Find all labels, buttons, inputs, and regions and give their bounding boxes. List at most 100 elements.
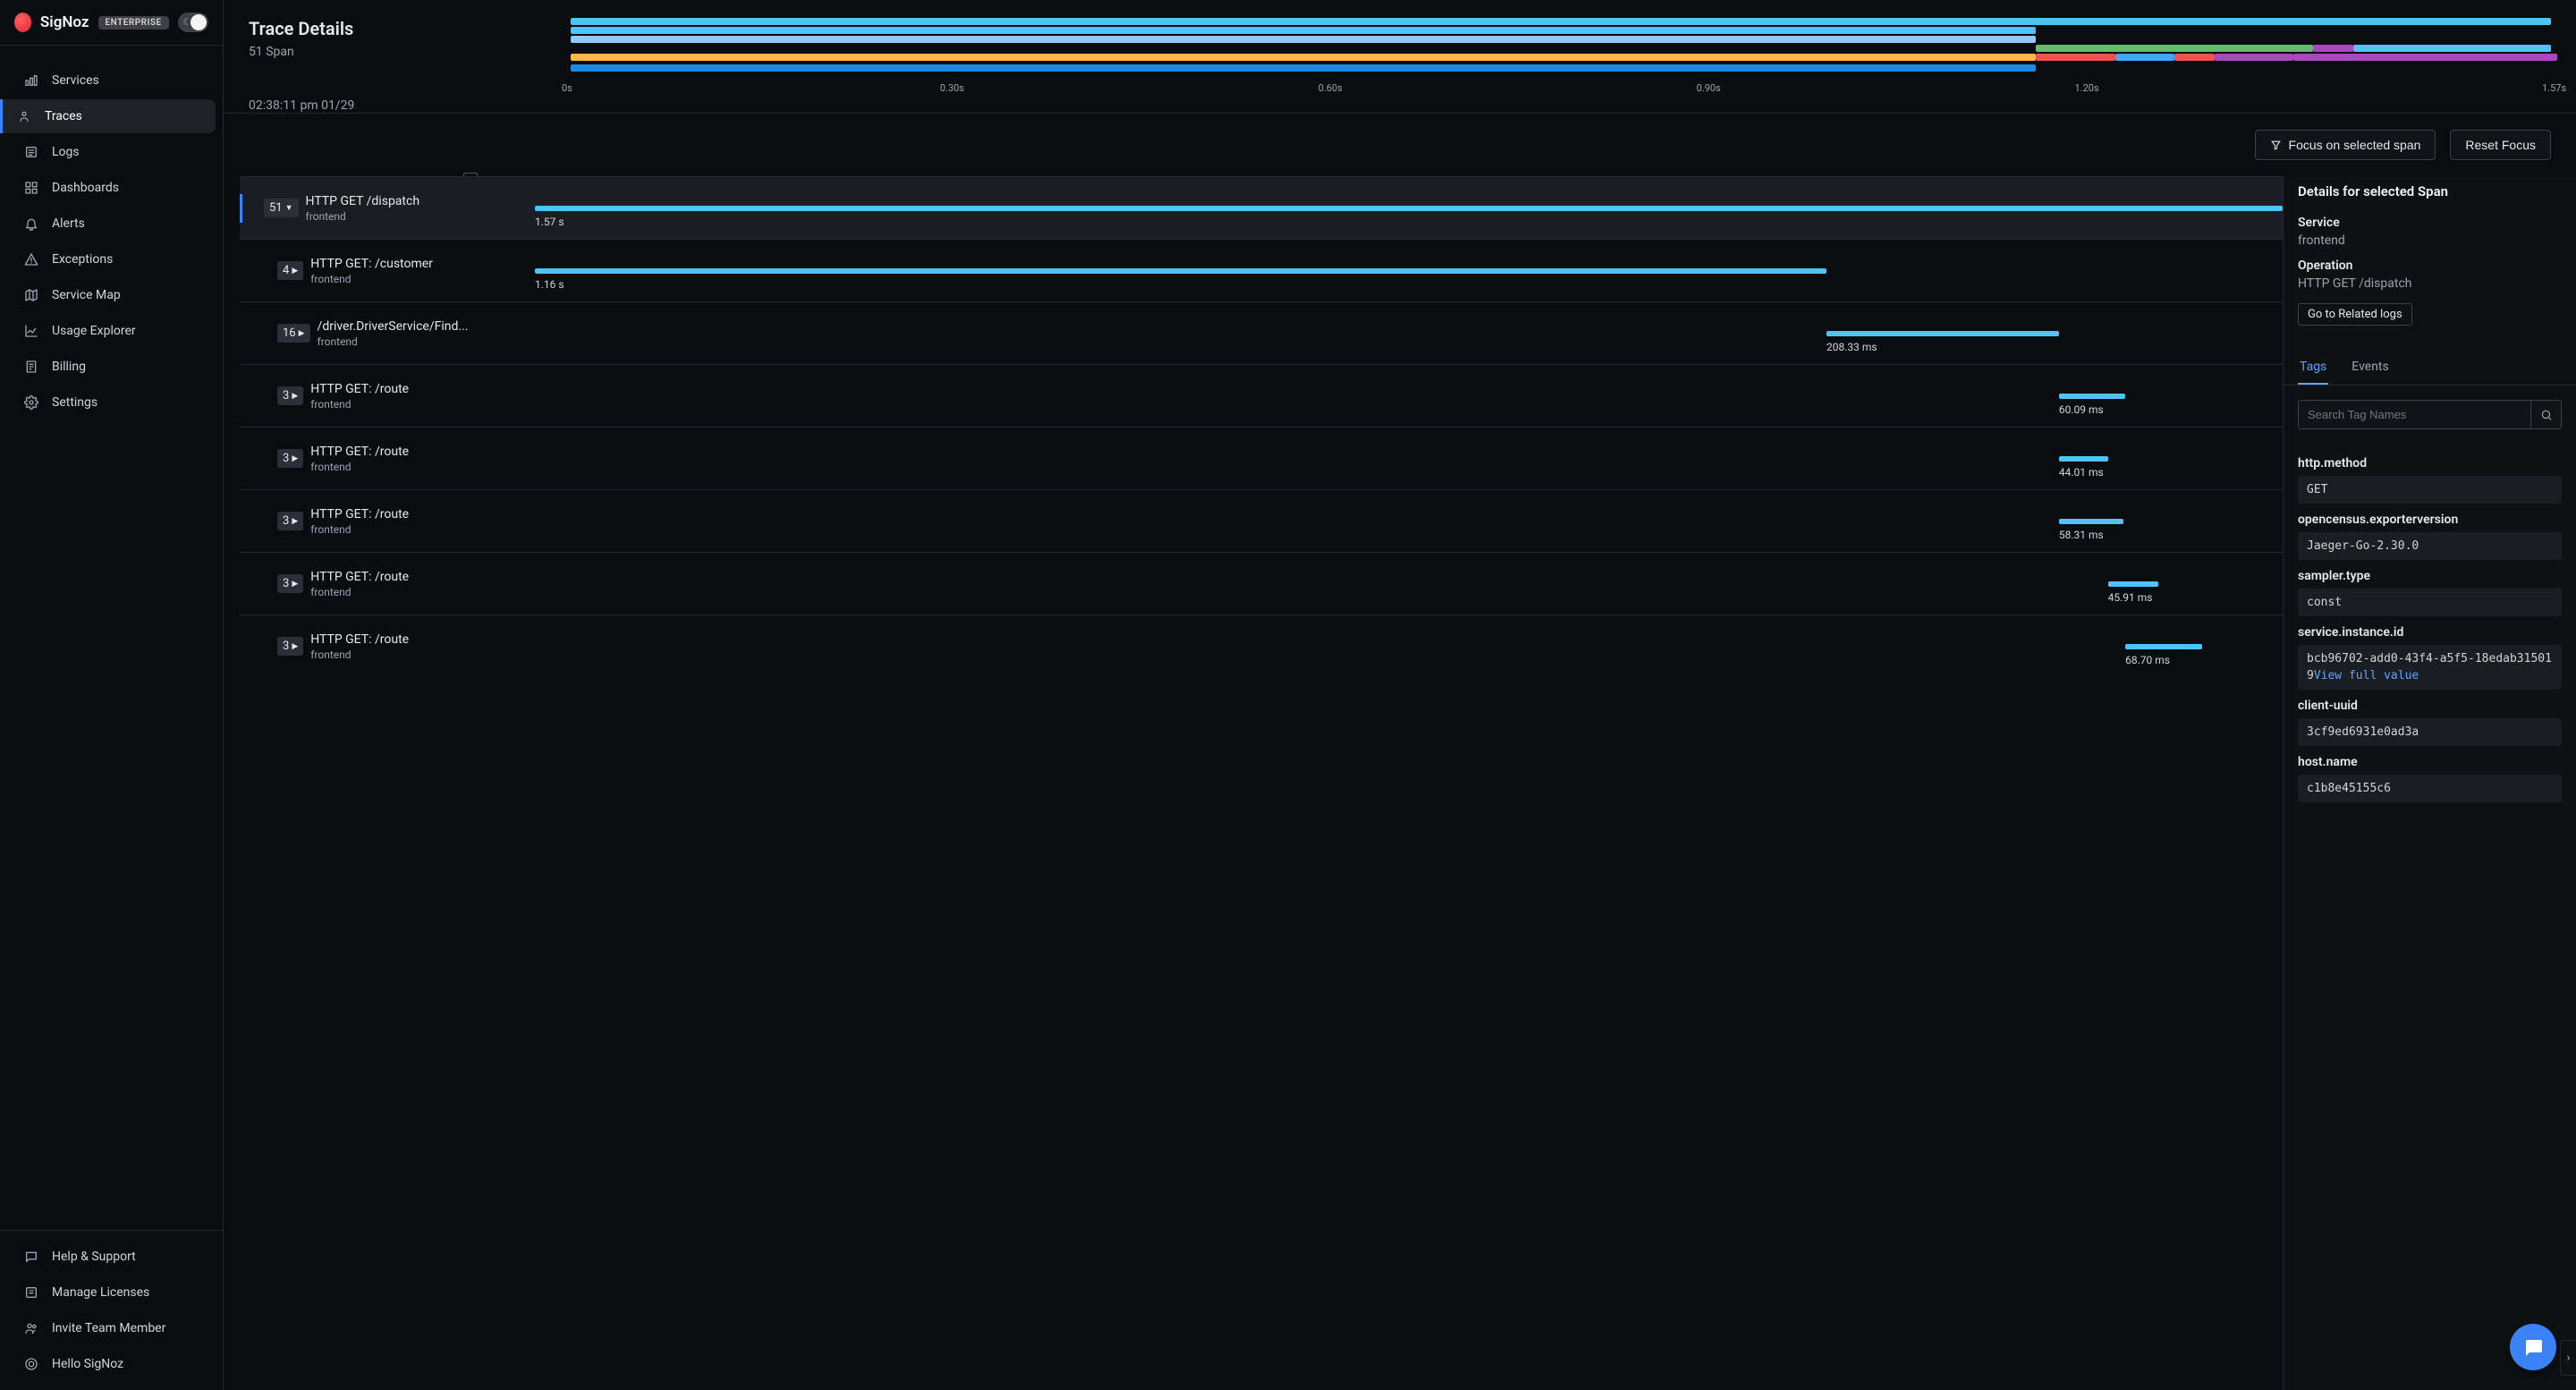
span-expand-toggle[interactable]: 3 ▶ — [277, 637, 303, 656]
reset-focus-button[interactable]: Reset Focus — [2450, 130, 2551, 160]
tab-tags[interactable]: Tags — [2298, 351, 2328, 385]
span-row[interactable]: 51 ▼ HTTP GET /dispatch frontend 1.57 s — [240, 176, 2283, 239]
span-bar — [2125, 644, 2202, 649]
chevron-right-icon: ▶ — [292, 392, 298, 401]
sidebar-item-alerts[interactable]: Alerts — [7, 207, 216, 241]
focus-selected-button[interactable]: Focus on selected span — [2255, 130, 2436, 160]
sidebar-item-dashboards[interactable]: Dashboards — [7, 171, 216, 205]
span-row-left: 3 ▶ HTTP GET: /route frontend — [240, 507, 535, 536]
search-icon — [2540, 409, 2553, 421]
trace-timestamp: 02:38:11 pm 01/29 — [249, 98, 571, 113]
tag-search — [2298, 400, 2562, 429]
span-bar — [2059, 456, 2108, 462]
span-name: HTTP GET: /route — [310, 445, 409, 459]
span-expand-toggle[interactable]: 3 ▶ — [277, 449, 303, 468]
span-expand-toggle[interactable]: 51 ▼ — [264, 199, 299, 217]
span-tree[interactable]: 51 ▼ HTTP GET /dispatch frontend 1.57 s … — [224, 176, 2283, 1390]
span-row[interactable]: 3 ▶ HTTP GET: /route frontend 58.31 ms — [240, 489, 2283, 552]
span-name: HTTP GET: /route — [310, 632, 409, 647]
span-service: frontend — [310, 523, 409, 536]
related-logs-link[interactable]: Go to Related logs — [2298, 303, 2412, 326]
sidebar-item-help[interactable]: Help & Support — [7, 1240, 216, 1274]
span-labels: HTTP GET /dispatch frontend — [306, 194, 420, 223]
span-row[interactable]: 3 ▶ HTTP GET: /route frontend 68.70 ms — [240, 614, 2283, 677]
sidebar-item-exceptions[interactable]: Exceptions — [7, 242, 216, 276]
chat-icon — [23, 1249, 39, 1265]
axis-tick: 1.57s — [2542, 82, 2566, 94]
enterprise-badge: ENTERPRISE — [98, 16, 169, 30]
span-timeline: 208.33 ms — [535, 302, 2283, 364]
map-icon — [23, 287, 39, 303]
sidebar-footer: Help & Support Manage Licenses Invite Team… — [0, 1230, 223, 1390]
span-row[interactable]: 3 ▶ HTTP GET: /route frontend 60.09 ms — [240, 364, 2283, 427]
chevron-right-icon: ▶ — [292, 580, 298, 589]
receipt-icon — [23, 359, 39, 375]
span-row[interactable]: 16 ▶ /driver.DriverService/Find... front… — [240, 301, 2283, 364]
chart-line-icon — [23, 323, 39, 339]
tag-list: http.methodGETopencensus.exporterversion… — [2284, 444, 2576, 815]
minimap[interactable] — [571, 18, 2551, 79]
collapse-panel-button[interactable]: › — [2560, 1340, 2576, 1376]
sidebar-item-invite[interactable]: Invite Team Member — [7, 1311, 216, 1345]
moon-icon: ☾ — [183, 16, 192, 28]
span-duration: 1.57 s — [535, 216, 564, 228]
sidebar-item-settings[interactable]: Settings — [7, 386, 216, 420]
view-full-value-link[interactable]: View full value — [2314, 669, 2419, 682]
span-row-left: 3 ▶ HTTP GET: /route frontend — [240, 445, 535, 473]
minimap-bar — [2036, 45, 2313, 52]
page-title: Trace Details — [249, 18, 571, 39]
span-expand-toggle[interactable]: 3 ▶ — [277, 574, 303, 593]
span-service: frontend — [310, 586, 409, 598]
sidebar-item-logs[interactable]: Logs — [7, 135, 216, 169]
minimap-bar — [2313, 45, 2352, 52]
tag-search-button[interactable] — [2531, 400, 2562, 429]
span-duration: 68.70 ms — [2125, 654, 2170, 666]
span-expand-toggle[interactable]: 16 ▶ — [277, 324, 310, 343]
span-row[interactable]: 3 ▶ HTTP GET: /route frontend 45.91 ms — [240, 552, 2283, 614]
bar-chart-icon — [23, 72, 39, 89]
minimap-bar — [571, 27, 2036, 34]
sidebar-item-usage-explorer[interactable]: Usage Explorer — [7, 314, 216, 348]
chat-fab[interactable] — [2510, 1324, 2556, 1370]
tag-value: GET — [2298, 476, 2562, 504]
span-row[interactable]: 3 ▶ HTTP GET: /route frontend 44.01 ms — [240, 427, 2283, 489]
minimap-bar — [571, 36, 2036, 43]
sidebar-item-label: Billing — [52, 360, 86, 374]
span-row-left: 4 ▶ HTTP GET: /customer frontend — [240, 257, 535, 285]
span-expand-toggle[interactable]: 3 ▶ — [277, 386, 303, 405]
sidebar-nav: ServicesTracesLogsDashboardsAlerts Except… — [0, 46, 223, 1230]
gear-icon — [23, 394, 39, 411]
span-name: HTTP GET: /customer — [310, 257, 433, 271]
license-icon — [23, 1284, 39, 1301]
span-timeline: 1.57 s — [535, 177, 2283, 239]
tag-key: host.name — [2298, 755, 2562, 769]
minimap-bar — [571, 54, 2036, 61]
sidebar-item-traces[interactable]: Traces — [0, 99, 216, 133]
tag-key: service.instance.id — [2298, 625, 2562, 640]
span-labels: HTTP GET: /route frontend — [310, 382, 409, 411]
sidebar-item-label: Exceptions — [52, 252, 113, 267]
sidebar-item-label: Manage Licenses — [52, 1285, 149, 1300]
axis-tick: 0.30s — [940, 82, 964, 94]
minimap-bar — [2115, 54, 2174, 61]
sidebar-item-licenses[interactable]: Manage Licenses — [7, 1276, 216, 1309]
bell-icon — [23, 216, 39, 232]
tab-events[interactable]: Events — [2350, 351, 2390, 385]
wave-icon — [23, 1356, 39, 1372]
span-timeline: 58.31 ms — [535, 490, 2283, 552]
span-child-count: 3 — [283, 389, 289, 403]
span-expand-toggle[interactable]: 4 ▶ — [277, 261, 303, 280]
span-expand-toggle[interactable]: 3 ▶ — [277, 512, 303, 530]
span-name: HTTP GET /dispatch — [306, 194, 420, 208]
span-row-left: 3 ▶ HTTP GET: /route frontend — [240, 632, 535, 661]
sidebar-item-label: Settings — [52, 395, 97, 410]
span-row[interactable]: 4 ▶ HTTP GET: /customer frontend 1.16 s — [240, 239, 2283, 301]
sidebar-item-label: Service Map — [52, 288, 121, 302]
theme-toggle[interactable]: ☾ — [178, 13, 208, 32]
tag-search-input[interactable] — [2298, 400, 2531, 429]
sidebar-item-services[interactable]: Services — [7, 64, 216, 97]
sidebar-item-service-map[interactable]: Service Map — [7, 278, 216, 312]
sidebar-item-hello[interactable]: Hello SigNoz — [7, 1347, 216, 1381]
tag-value: const — [2298, 589, 2562, 616]
sidebar-item-billing[interactable]: Billing — [7, 350, 216, 384]
